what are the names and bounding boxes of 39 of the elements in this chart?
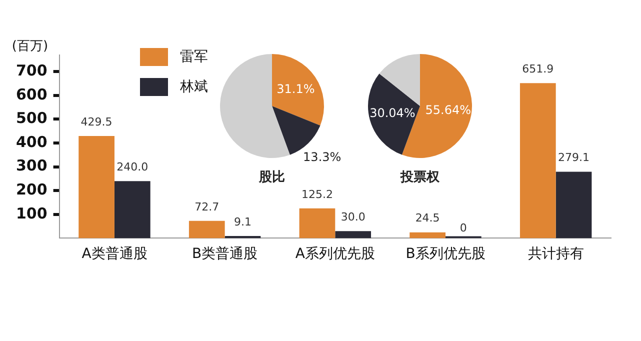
data-label: 31.1%	[276, 82, 315, 96]
y-tick-label: 700	[16, 62, 48, 80]
data-label: 9.1	[234, 215, 252, 228]
y-tick-label: 100	[16, 204, 48, 222]
text: 投票权	[399, 169, 440, 186]
bar	[556, 172, 592, 238]
data-label: 0	[460, 222, 467, 235]
x-tick-label: A类普通股	[82, 245, 148, 262]
bar	[299, 208, 336, 238]
bar	[520, 83, 556, 238]
data-label: 13.3%	[303, 150, 342, 164]
bar	[114, 181, 150, 238]
bar	[410, 232, 446, 238]
text: 股比	[258, 169, 286, 186]
legend-label: 雷军	[180, 48, 208, 66]
data-label: 429.5	[80, 115, 112, 128]
y-tick-label: 300	[16, 156, 48, 175]
y-tick-label: 400	[16, 132, 48, 151]
y-tick-label: 600	[16, 85, 48, 104]
bar	[188, 220, 225, 238]
bar	[335, 231, 372, 238]
data-label: 651.9	[522, 62, 554, 76]
x-tick-label: B类普通股	[192, 245, 258, 262]
data-label: 125.2	[301, 188, 333, 201]
data-label: 72.7	[194, 200, 220, 214]
legend-label: 林斌	[180, 78, 208, 96]
data-label: 55.64%	[425, 103, 472, 118]
data-label: 30.04%	[370, 106, 416, 120]
data-label: 24.5	[415, 212, 440, 225]
x-tick-label: B系列优先股	[406, 246, 486, 262]
x-tick-label: A系列优先股	[295, 246, 375, 262]
x-tick-label: 共计持有	[528, 246, 584, 262]
y-axis-title: (百万)	[12, 38, 48, 54]
bar	[78, 136, 114, 238]
y-tick-label: 200	[16, 180, 48, 199]
data-label: 30.0	[340, 210, 366, 224]
data-label: 240.0	[116, 160, 148, 174]
y-tick-label: 500	[16, 109, 48, 128]
data-label: 279.1	[558, 151, 590, 164]
